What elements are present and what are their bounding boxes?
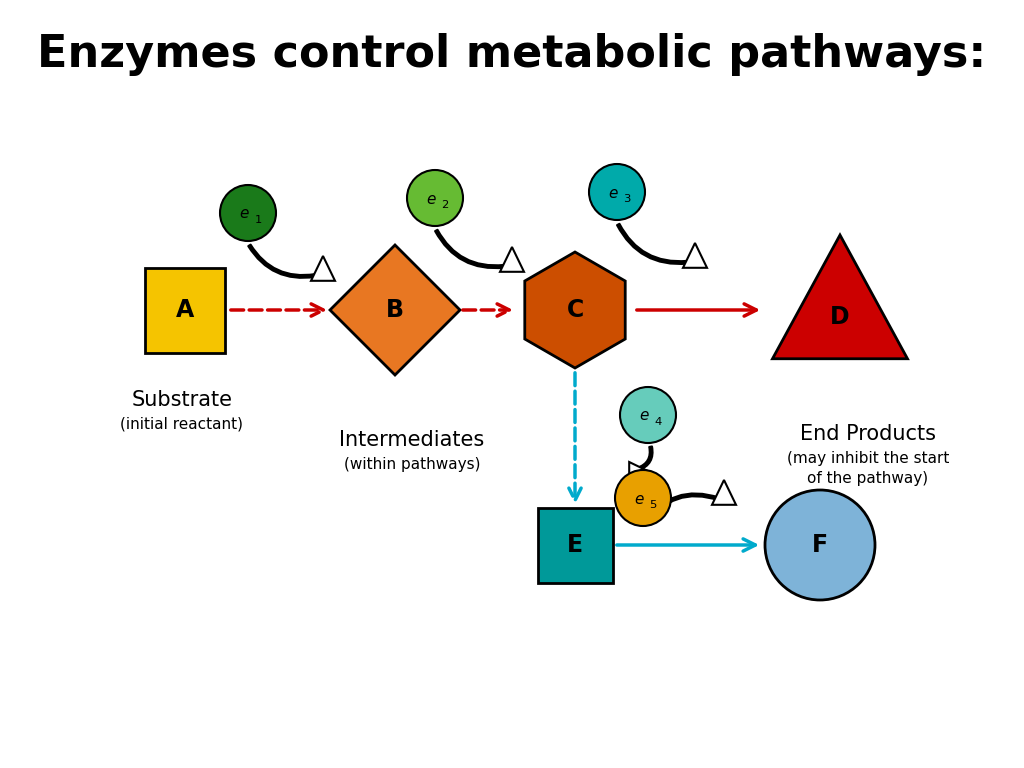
Circle shape (615, 470, 671, 526)
Text: 2: 2 (441, 200, 449, 210)
Polygon shape (524, 252, 626, 368)
Polygon shape (500, 247, 524, 272)
Circle shape (589, 164, 645, 220)
Text: e: e (426, 191, 435, 207)
Text: (initial reactant): (initial reactant) (121, 416, 244, 432)
Text: Enzymes control metabolic pathways:: Enzymes control metabolic pathways: (37, 34, 987, 77)
Polygon shape (683, 243, 707, 268)
Polygon shape (330, 245, 460, 375)
Text: of the pathway): of the pathway) (808, 471, 929, 485)
Polygon shape (712, 480, 736, 505)
Text: e: e (240, 207, 249, 221)
Text: e: e (634, 492, 644, 507)
Text: e: e (639, 409, 648, 423)
Text: E: E (567, 533, 583, 557)
Text: F: F (812, 533, 828, 557)
Text: (may inhibit the start: (may inhibit the start (786, 451, 949, 465)
Text: Substrate: Substrate (131, 390, 232, 410)
Polygon shape (629, 462, 654, 486)
Polygon shape (772, 235, 907, 359)
Text: 3: 3 (624, 194, 631, 204)
Text: (within pathways): (within pathways) (344, 456, 480, 472)
FancyBboxPatch shape (145, 267, 225, 353)
Circle shape (765, 490, 874, 600)
Text: 1: 1 (254, 215, 261, 225)
Text: End Products: End Products (800, 424, 936, 444)
FancyBboxPatch shape (538, 508, 612, 582)
Text: C: C (566, 298, 584, 322)
Text: B: B (386, 298, 404, 322)
Text: e: e (608, 186, 617, 200)
Circle shape (407, 170, 463, 226)
Polygon shape (311, 256, 335, 281)
Text: D: D (830, 306, 850, 329)
Text: A: A (176, 298, 195, 322)
Text: Intermediates: Intermediates (339, 430, 484, 450)
Circle shape (220, 185, 276, 241)
Circle shape (620, 387, 676, 443)
Text: 4: 4 (654, 417, 662, 427)
Text: 5: 5 (649, 500, 656, 510)
